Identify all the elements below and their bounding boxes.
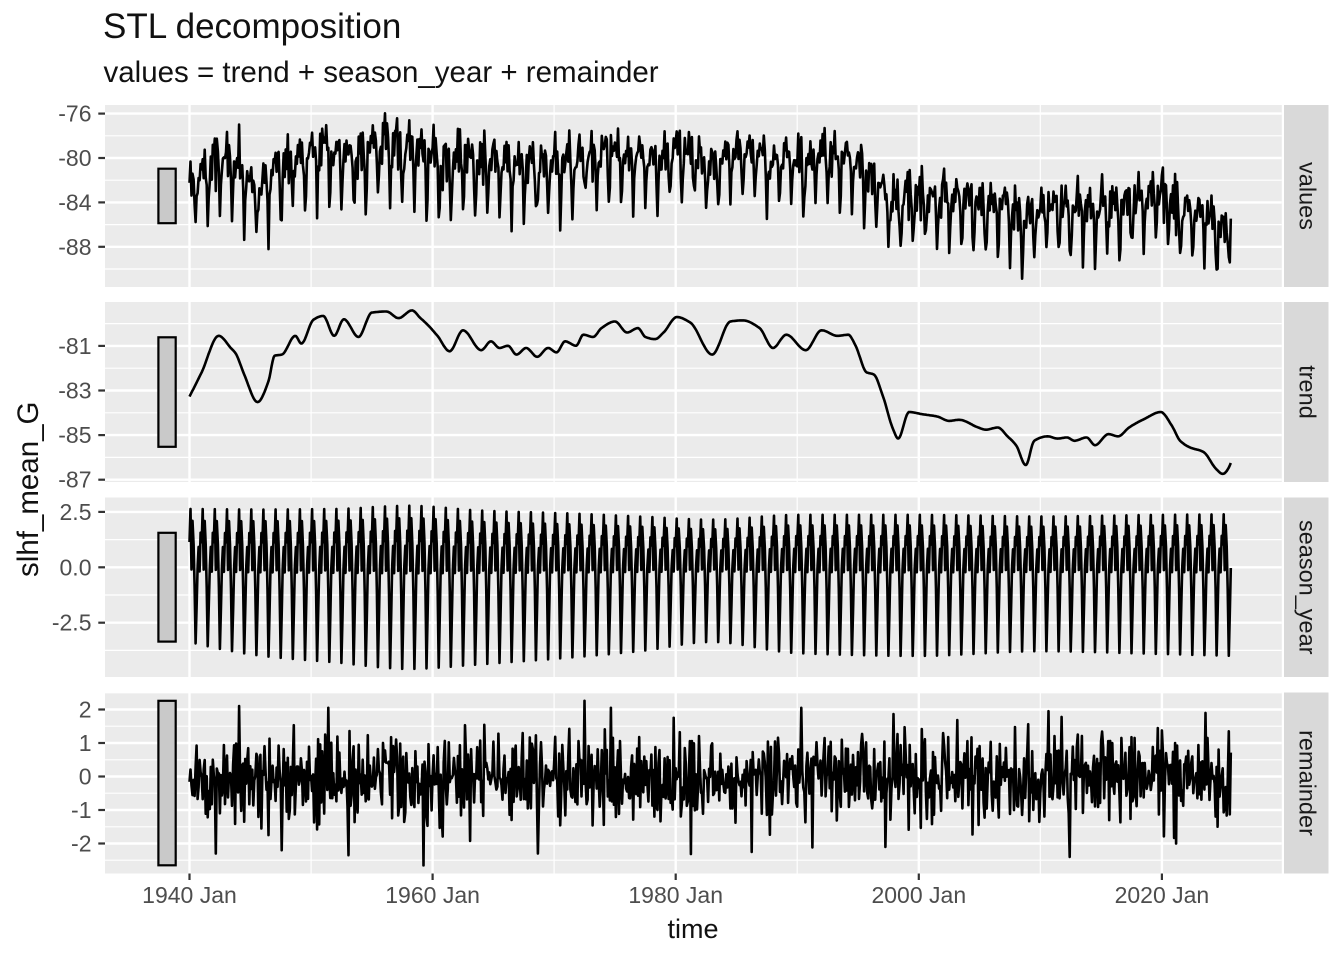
svg-text:remainder: remainder xyxy=(1295,730,1321,836)
svg-text:1: 1 xyxy=(79,730,92,756)
svg-text:-84: -84 xyxy=(58,189,91,215)
svg-text:2020 Jan: 2020 Jan xyxy=(1115,882,1210,908)
svg-text:STL decomposition: STL decomposition xyxy=(103,7,401,46)
svg-text:2: 2 xyxy=(79,697,92,723)
svg-text:2000 Jan: 2000 Jan xyxy=(871,882,966,908)
svg-text:trend: trend xyxy=(1295,365,1321,419)
svg-text:-88: -88 xyxy=(58,234,91,260)
svg-text:0: 0 xyxy=(79,764,92,790)
svg-text:0.0: 0.0 xyxy=(60,554,92,580)
svg-text:values = trend + season_year +: values = trend + season_year + remainder xyxy=(104,56,659,89)
svg-text:-2: -2 xyxy=(71,831,91,857)
svg-text:-80: -80 xyxy=(58,145,91,171)
svg-text:1960 Jan: 1960 Jan xyxy=(385,882,480,908)
svg-text:1940 Jan: 1940 Jan xyxy=(142,882,237,908)
svg-text:season_year: season_year xyxy=(1295,520,1321,655)
svg-text:-76: -76 xyxy=(58,101,91,127)
svg-text:time: time xyxy=(667,914,718,944)
svg-text:-2.5: -2.5 xyxy=(52,610,92,636)
svg-text:-81: -81 xyxy=(58,333,91,359)
svg-text:1980 Jan: 1980 Jan xyxy=(628,882,723,908)
svg-text:2.5: 2.5 xyxy=(60,499,92,525)
svg-text:slhf_mean_G: slhf_mean_G xyxy=(12,402,45,577)
svg-text:-83: -83 xyxy=(58,378,91,404)
svg-text:-87: -87 xyxy=(58,467,91,493)
svg-text:-85: -85 xyxy=(58,422,91,448)
svg-text:-1: -1 xyxy=(71,797,91,823)
svg-text:values: values xyxy=(1295,162,1321,230)
